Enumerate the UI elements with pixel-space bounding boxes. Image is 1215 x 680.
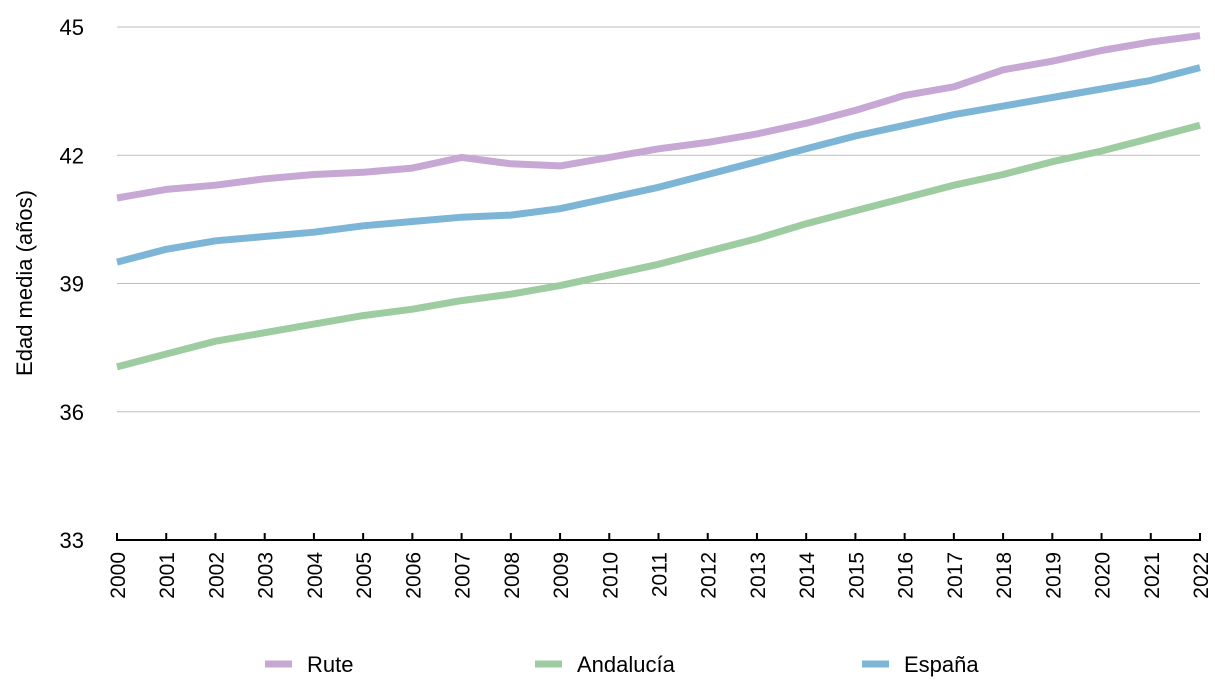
x-tick-label: 2012: [698, 552, 721, 599]
x-tick-label: 2006: [402, 552, 425, 599]
x-tick-label: 2010: [599, 552, 622, 599]
legend: Rute Andalucía España: [265, 652, 979, 677]
x-tick-label: 2013: [747, 552, 770, 599]
x-tick-label: 2002: [205, 552, 228, 599]
x-tick-label: 2001: [156, 552, 179, 599]
series-line-0: [116, 32, 1201, 202]
x-tick-labels: 2000 2001 2002 2003 2004 2005 2006 2007 2008 2009…: [107, 552, 1213, 599]
gridlines: [117, 26, 1200, 413]
x-tick-label: 2020: [1092, 552, 1115, 599]
y-tick-label: 45: [60, 15, 84, 40]
series-lines: [116, 32, 1201, 371]
legend-label: Rute: [307, 652, 353, 677]
x-tick-label: 2021: [1141, 552, 1164, 599]
y-tick-label: 33: [60, 528, 84, 553]
x-tick-label: 2008: [501, 552, 524, 599]
x-tick-label: 2019: [1042, 552, 1065, 599]
x-tick-label: 2004: [304, 552, 327, 599]
x-tick-label: 2007: [452, 552, 475, 599]
series-line-1: [116, 121, 1201, 371]
legend-label: Andalucía: [577, 652, 676, 677]
x-axis: [116, 533, 1201, 541]
x-tick-label: 2022: [1190, 552, 1213, 599]
legend-label: España: [904, 652, 979, 677]
x-tick-label: 2017: [944, 552, 967, 599]
x-tick-label: 2005: [353, 552, 376, 599]
x-tick-label: 2015: [845, 552, 868, 599]
x-tick-label: 2009: [550, 552, 573, 599]
y-tick-label: 42: [60, 143, 84, 168]
x-tick-label: 2011: [649, 552, 672, 597]
x-tick-label: 2003: [255, 552, 278, 599]
series-line-2: [116, 64, 1201, 266]
x-tick-label: 2000: [107, 552, 130, 599]
y-tick-labels: 33 36 39 42 45: [60, 15, 84, 553]
x-tick-label: 2018: [993, 552, 1016, 599]
x-tick-label: 2016: [895, 552, 918, 599]
y-tick-label: 39: [60, 272, 84, 297]
x-tick-label: 2014: [796, 552, 819, 599]
y-tick-label: 36: [60, 400, 84, 425]
y-axis-title: Edad media (años): [12, 190, 37, 376]
